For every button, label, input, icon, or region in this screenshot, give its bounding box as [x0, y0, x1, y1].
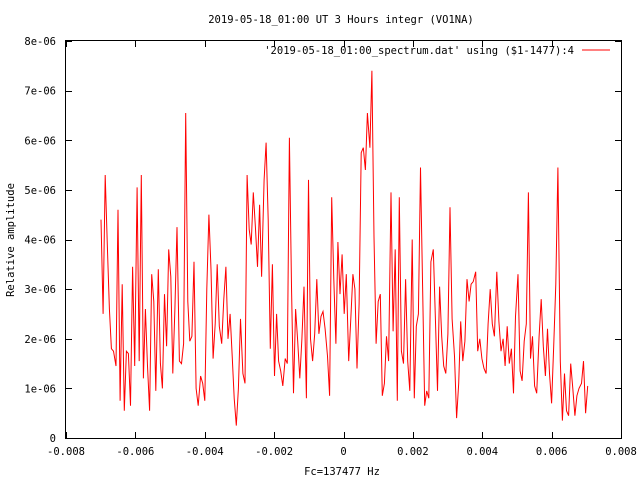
x-tick-label: 0.002 [397, 446, 429, 458]
legend-label: '2019-05-18_01:00_spectrum.dat' using ($… [264, 45, 574, 57]
chart-title: 2019-05-18_01:00 UT 3 Hours integr (VO1N… [208, 14, 474, 26]
x-tick-label: -0.002 [255, 446, 293, 458]
y-tick-label: 1e-06 [24, 383, 56, 395]
x-tick-label: -0.004 [186, 446, 224, 458]
y-axis-label: Relative amplitude [5, 183, 17, 297]
legend: '2019-05-18_01:00_spectrum.dat' using ($… [264, 45, 610, 57]
plot-frame [65, 40, 622, 439]
y-tick-label: 3e-06 [24, 284, 56, 296]
x-tick-label: 0.006 [536, 446, 568, 458]
axis-ticks [66, 41, 622, 439]
x-tick-label: -0.008 [47, 446, 85, 458]
y-tick-label: 4e-06 [24, 235, 56, 247]
x-tick-label: -0.006 [116, 446, 154, 458]
y-tick-label: 2e-06 [24, 334, 56, 346]
y-tick-label: 5e-06 [24, 185, 56, 197]
y-tick-label: 7e-06 [24, 86, 56, 98]
x-tick-label: 0 [340, 446, 346, 458]
x-tick-label: 0.004 [466, 446, 498, 458]
x-tick-label: 0.008 [605, 446, 637, 458]
y-tick-label: 6e-06 [24, 135, 56, 147]
y-tick-label: 0 [50, 433, 56, 445]
series-line [100, 70, 589, 426]
x-axis-label: Fc=137477 Hz [304, 466, 380, 478]
axis-tick-labels: -0.008 -0.006 -0.004 -0.002 0 0.002 0.004 0.006… [24, 36, 636, 458]
y-tick-label: 8e-06 [24, 36, 56, 48]
